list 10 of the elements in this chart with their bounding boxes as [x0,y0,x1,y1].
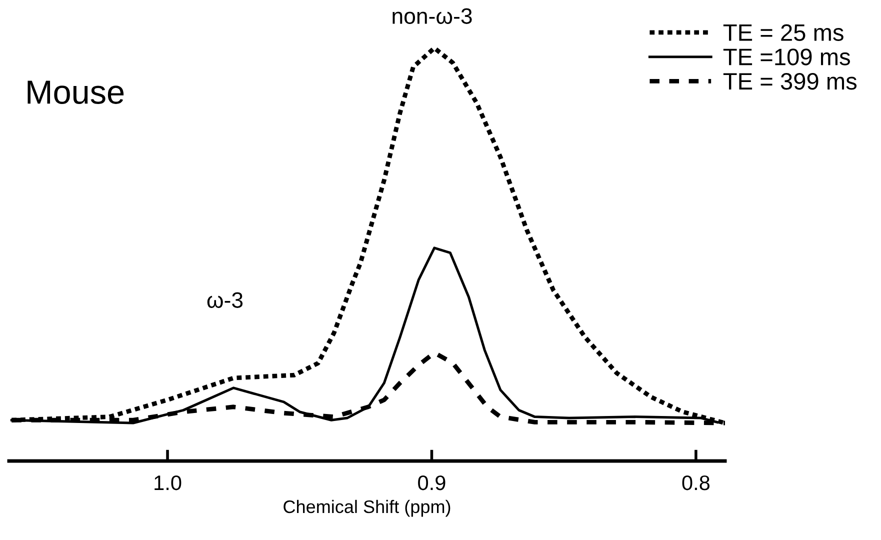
x-tick-label: 0.9 [418,475,446,490]
annotation: ω-3 [207,292,243,308]
text: non-ω-3 [392,8,472,24]
legend-label: TE = 25 ms [723,24,844,41]
legend-label: TE = 399 ms [723,72,857,90]
x-tick-label: 0.8 [682,475,710,490]
legend-label: TE =109 ms [723,48,850,66]
annotation: Mouse [28,80,124,104]
x-tick-label: 1.0 [154,475,182,490]
x-axis-title: Chemical Shift (ppm) [284,500,450,517]
